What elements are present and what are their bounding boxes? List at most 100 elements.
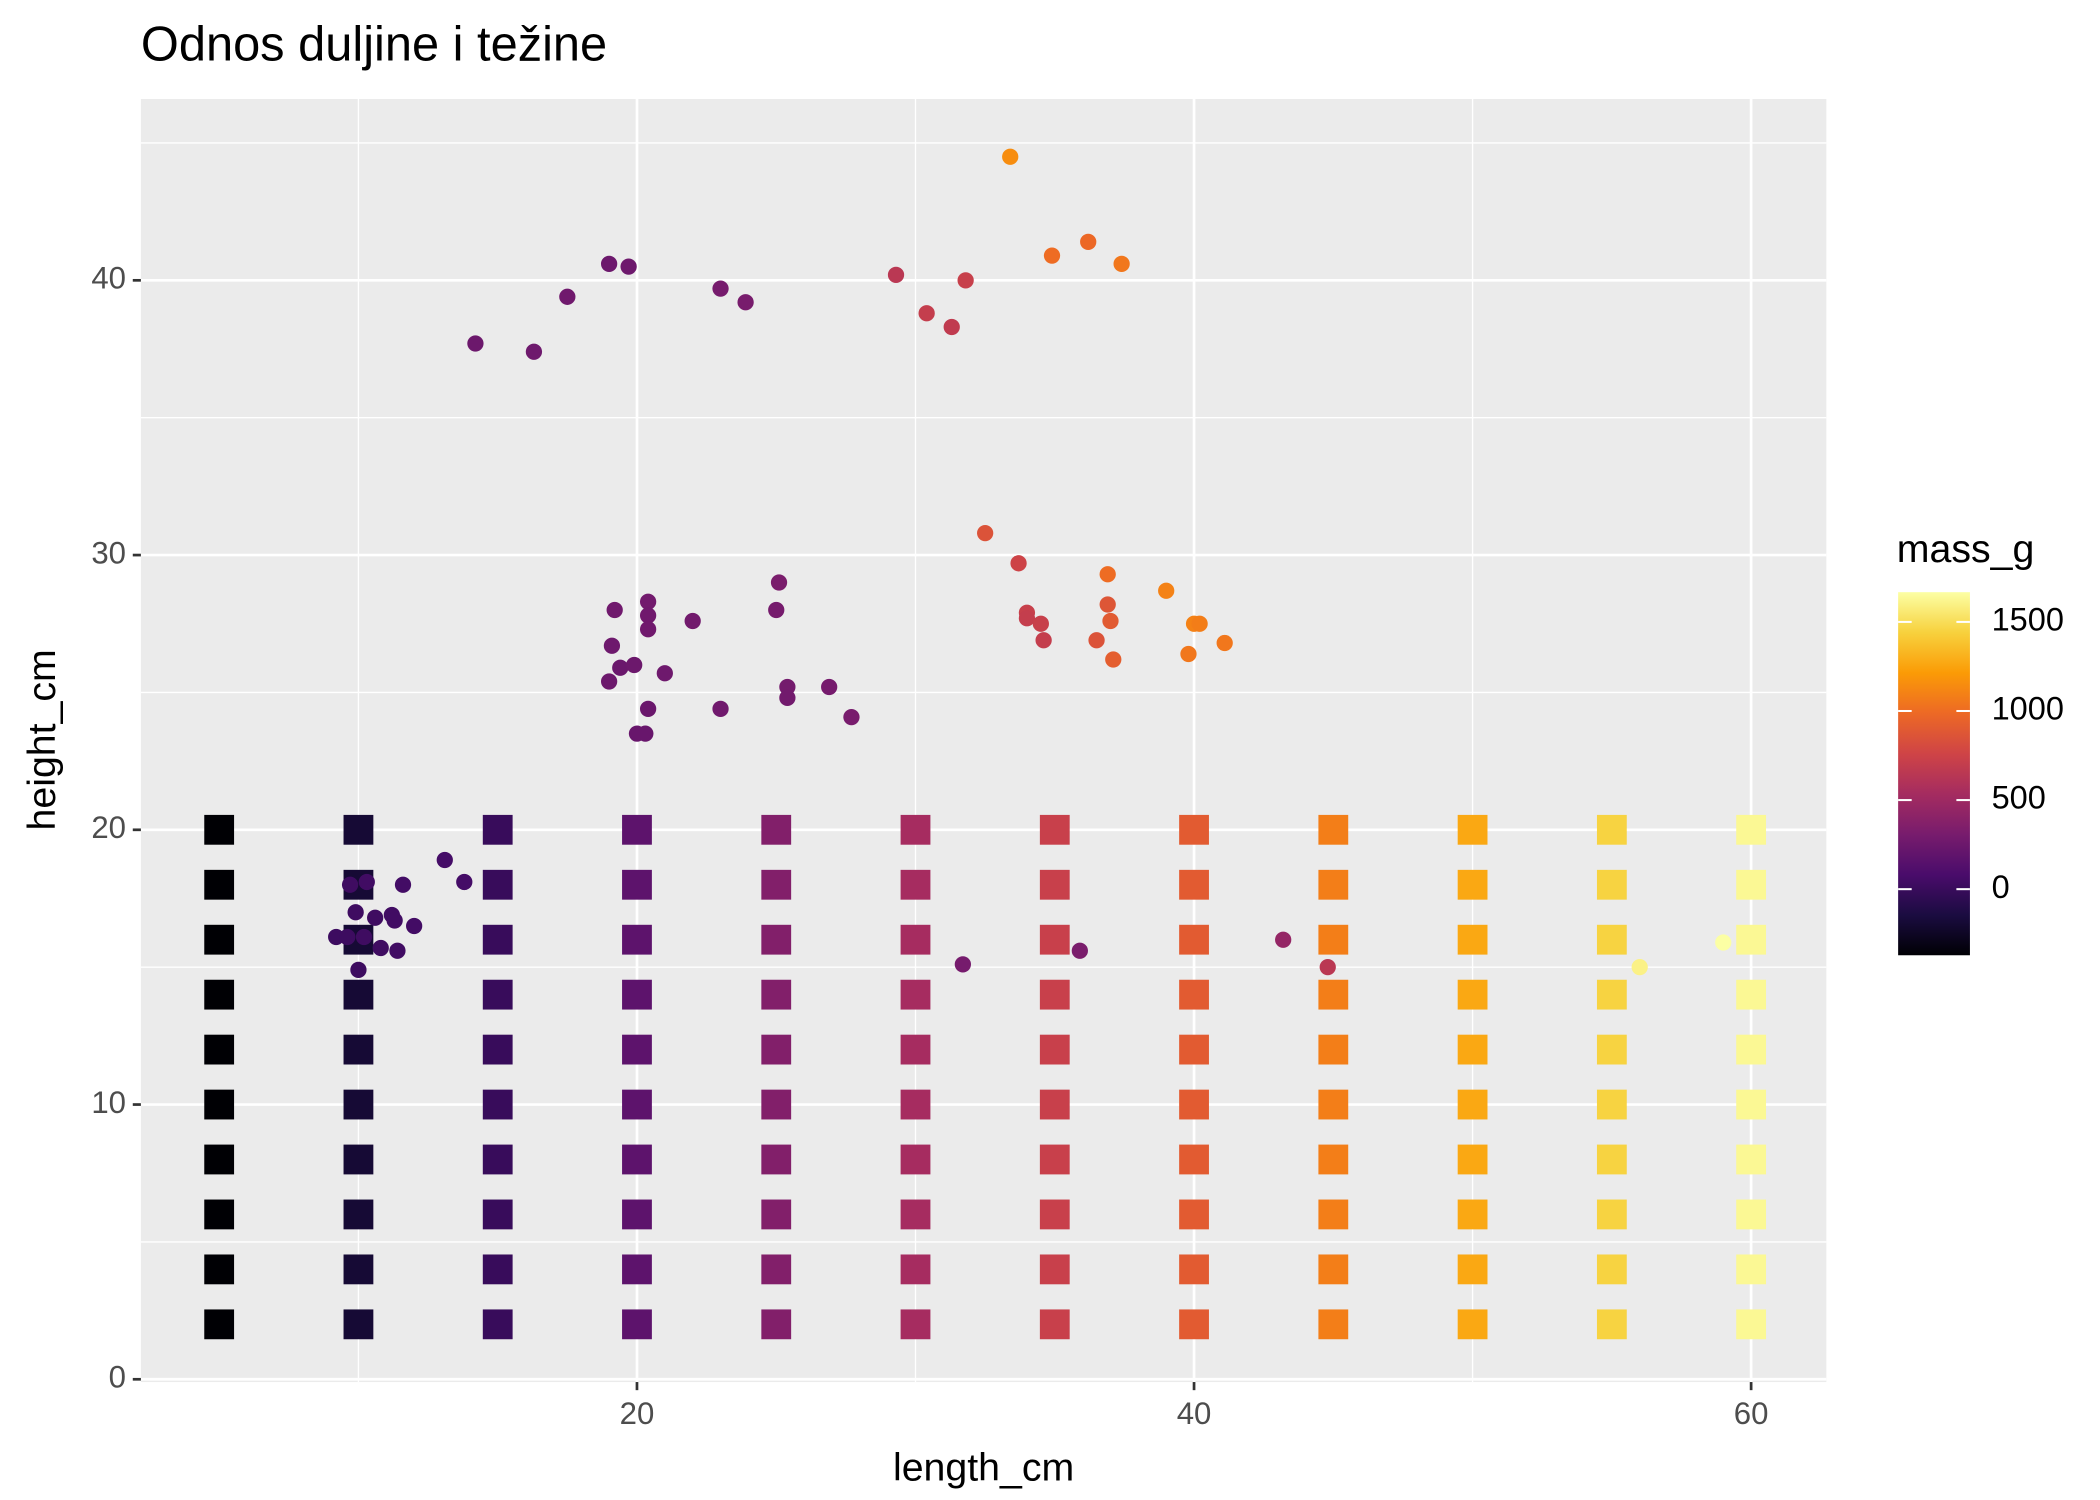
panel	[140, 99, 1827, 1383]
point	[768, 601, 785, 619]
square-point	[1457, 924, 1488, 955]
square-point	[482, 1089, 513, 1120]
square-point	[1457, 814, 1488, 845]
point	[606, 601, 623, 619]
square-point	[1457, 1034, 1488, 1065]
square-point	[761, 1034, 792, 1065]
point	[1080, 233, 1097, 250]
point	[656, 665, 673, 682]
square-point	[1179, 924, 1209, 955]
y-tick-label: 20	[91, 810, 126, 845]
square-point	[204, 1034, 235, 1065]
point	[620, 258, 637, 275]
square-point	[622, 869, 652, 900]
square-point	[622, 1254, 652, 1285]
point	[1018, 610, 1036, 627]
square-point	[1596, 814, 1627, 845]
point	[1102, 612, 1119, 630]
square-point	[900, 979, 931, 1010]
square-point	[900, 924, 931, 955]
point	[406, 917, 423, 935]
square-point	[1457, 1309, 1488, 1340]
square-point	[1318, 1144, 1349, 1175]
point	[639, 607, 657, 624]
y-tick-label: 10	[91, 1085, 126, 1120]
point	[1032, 615, 1049, 632]
square-point	[1179, 979, 1209, 1010]
point	[1099, 596, 1116, 613]
point	[637, 725, 654, 742]
square-point	[1736, 869, 1767, 900]
square-point	[1039, 924, 1070, 955]
point	[943, 318, 960, 336]
square-point	[482, 1199, 513, 1230]
point	[389, 942, 406, 959]
point	[372, 939, 389, 957]
square-point	[622, 814, 652, 845]
square-point	[1179, 814, 1209, 845]
square-point	[1736, 1309, 1767, 1340]
square-point	[1039, 1144, 1070, 1175]
square-point	[1457, 869, 1488, 900]
point	[639, 700, 657, 718]
square-point	[1039, 1199, 1070, 1230]
square-point	[1596, 1199, 1627, 1230]
point	[1631, 959, 1648, 976]
point	[1043, 247, 1061, 264]
square-point	[343, 814, 374, 845]
square-point	[622, 1199, 652, 1230]
point	[712, 280, 729, 297]
square-point	[761, 1199, 792, 1230]
square-point	[482, 1144, 513, 1175]
square-point	[761, 979, 792, 1010]
square-point	[1596, 1144, 1627, 1175]
square-point	[900, 1254, 931, 1285]
point	[467, 335, 484, 352]
point	[1113, 255, 1130, 272]
point	[341, 876, 359, 893]
square-point	[1039, 1034, 1070, 1065]
square-point	[761, 1144, 792, 1175]
point	[1099, 566, 1116, 583]
square-point	[204, 1254, 235, 1285]
square-point	[1736, 1034, 1767, 1065]
square-point	[343, 1089, 374, 1120]
point	[626, 656, 643, 674]
chart-title: Odnos duljine i težine	[141, 17, 607, 71]
square-point	[204, 1089, 235, 1120]
square-point	[1457, 1144, 1488, 1175]
square-point	[1596, 1309, 1627, 1340]
point	[367, 909, 384, 926]
point	[559, 288, 576, 305]
square-point	[1457, 1199, 1488, 1230]
square-point	[622, 1309, 652, 1340]
square-point	[1179, 1144, 1209, 1175]
point	[821, 678, 838, 696]
point	[887, 266, 905, 283]
square-point	[1596, 1034, 1627, 1065]
square-point	[1736, 979, 1767, 1010]
x-tick-label: 40	[1177, 1396, 1212, 1431]
point	[737, 294, 754, 311]
colorbar-tick-label: 1500	[1992, 602, 2064, 638]
square-point	[622, 1144, 652, 1175]
square-point	[204, 1144, 235, 1175]
point	[612, 659, 629, 676]
y-axis-label: height_cm	[20, 649, 64, 830]
point	[1715, 934, 1732, 951]
point	[712, 700, 729, 718]
square-point	[1318, 924, 1349, 955]
point	[684, 612, 701, 630]
square-point	[1596, 1254, 1627, 1285]
square-point	[1318, 1254, 1349, 1285]
point	[603, 637, 621, 654]
square-point	[1318, 814, 1349, 845]
square-point	[622, 1089, 652, 1120]
point	[918, 305, 935, 322]
square-point	[1039, 1089, 1070, 1120]
square-point	[1318, 1034, 1349, 1065]
point	[639, 593, 657, 610]
square-point	[343, 1254, 374, 1285]
square-point	[761, 1309, 792, 1340]
